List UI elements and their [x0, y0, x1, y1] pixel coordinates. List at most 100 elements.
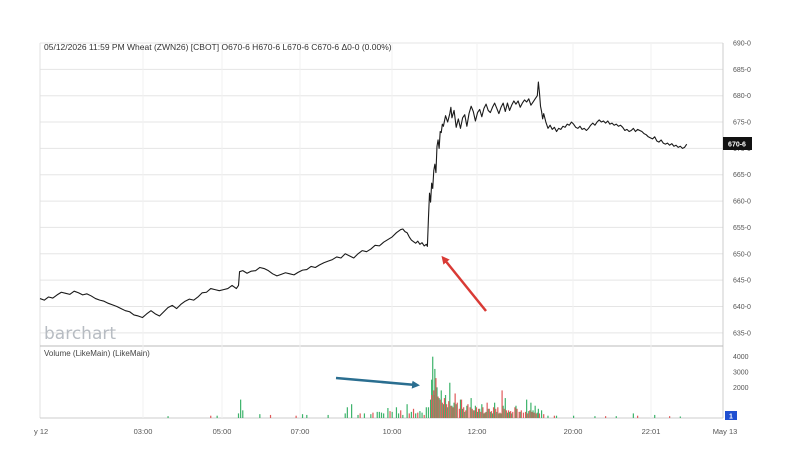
volume-bar-up — [406, 404, 408, 418]
volume-bar-up — [436, 387, 438, 418]
volume-bar-up — [438, 398, 440, 418]
volume-bar-up — [419, 411, 421, 418]
volume-bar-up — [432, 356, 434, 418]
volume-bar-up — [496, 411, 498, 418]
time-axis[interactable]: y 12 03:00 05:00 07:00 10:00 12:00 20:00 22:01 M… — [34, 427, 737, 436]
volume-bar-up — [506, 412, 509, 418]
volume-bar-up — [306, 414, 308, 418]
volume-bar-down — [452, 407, 454, 418]
price-tick-label: 650-0 — [733, 251, 751, 258]
price-tick-label: 690-0 — [733, 41, 751, 48]
volume-bar-up — [504, 398, 506, 418]
volume-bar-up — [615, 416, 617, 418]
volume-bar-up — [240, 399, 242, 418]
volume-bar-down — [475, 407, 478, 418]
volume-bar-up — [397, 413, 400, 418]
volume-bar-down — [495, 408, 497, 418]
price-tick-label: 640-0 — [733, 304, 751, 311]
volume-bar-down — [450, 405, 452, 418]
volume-bar-down — [518, 411, 520, 418]
volume-bar-up — [453, 402, 455, 418]
volume-bar-up — [540, 410, 543, 418]
volume-bar-up — [498, 413, 500, 418]
volume-bar-down — [520, 410, 522, 418]
volume-bar-up — [491, 413, 494, 418]
volume-bar-up — [444, 395, 447, 418]
volume-bar-down — [463, 407, 465, 418]
volume-axis[interactable]: 2000 3000 4000 — [733, 354, 749, 392]
volume-bar-down — [538, 413, 541, 418]
price-tick-label: 665-0 — [733, 172, 751, 179]
volume-pane-label: Volume (LikeMain) (LikeMain) — [44, 349, 150, 358]
volume-bars — [167, 356, 681, 418]
volume-bar-up — [679, 416, 681, 418]
volume-bar-up — [537, 408, 539, 418]
volume-bar-up — [632, 413, 634, 418]
volume-bar-up — [470, 398, 472, 418]
price-grid — [39, 42, 724, 419]
volume-bar-up — [654, 414, 656, 418]
volume-bar-down — [460, 399, 463, 418]
volume-bar-down — [490, 411, 493, 418]
volume-bar-down — [524, 411, 527, 418]
volume-bar-down — [269, 414, 272, 418]
volume-bar-up — [449, 382, 451, 418]
volume-bar-down — [605, 416, 607, 418]
volume-bar-up — [434, 368, 436, 418]
volume-bar-up — [216, 415, 218, 418]
volume-bar-up — [378, 411, 380, 418]
price-tick-label: 685-0 — [733, 67, 751, 74]
volume-bar-down — [417, 412, 419, 418]
volume-bar-down — [431, 395, 433, 418]
volume-badge-label: 1 — [729, 414, 733, 421]
volume-bar-down — [435, 378, 437, 418]
volume-bar-up — [357, 414, 359, 418]
volume-bar-up — [594, 416, 596, 418]
volume-bar-up — [532, 410, 534, 418]
volume-bar-down — [553, 415, 555, 418]
time-tick-label: 07:00 — [291, 427, 310, 436]
time-tick-label: 10:00 — [383, 427, 402, 436]
price-tick-label: 635-0 — [733, 330, 751, 337]
volume-bar-up — [476, 411, 479, 418]
volume-bar-down — [467, 404, 469, 418]
volume-bar-up — [502, 405, 504, 418]
volume-bar-up — [536, 412, 538, 418]
volume-bar-up — [464, 411, 466, 418]
volume-bar-up — [547, 415, 549, 418]
volume-tick-label: 4000 — [733, 354, 749, 361]
volume-bar-down — [210, 415, 212, 418]
volume-bar-up — [528, 411, 530, 418]
volume-bar-down — [423, 414, 425, 418]
volume-bar-down — [529, 410, 531, 418]
volume-bar-down — [448, 401, 450, 418]
price-series — [39, 81, 688, 319]
volume-bar-up — [466, 405, 468, 418]
volume-bar-down — [372, 412, 374, 418]
price-tick-label: 680-0 — [733, 93, 751, 100]
volume-bar-down — [433, 390, 435, 418]
volume-bar-up — [440, 390, 442, 418]
volume-bar-down — [456, 402, 458, 418]
volume-bar-down — [505, 410, 507, 418]
volume-bar-down — [637, 415, 639, 418]
volume-bar-up — [530, 402, 532, 418]
volume-bar-down — [486, 402, 488, 418]
volume-bar-down — [454, 393, 456, 418]
red-annotation-arrow — [441, 255, 487, 312]
volume-bar-down — [478, 408, 480, 418]
volume-tick-label: 3000 — [733, 370, 749, 377]
price-tick-label: 645-0 — [733, 278, 751, 285]
blue-annotation-arrow — [335, 376, 420, 389]
volume-bar-up — [376, 411, 378, 418]
volume-bar-down — [359, 413, 361, 418]
volume-bar-up — [472, 410, 474, 418]
volume-bar-up — [370, 414, 372, 418]
price-tick-label: 660-0 — [733, 199, 751, 206]
volume-bar-down — [510, 411, 512, 418]
volume-bar-up — [167, 416, 169, 418]
volume-bar-up — [387, 408, 389, 418]
volume-bar-up — [259, 414, 261, 418]
volume-bar-up — [526, 399, 528, 418]
price-axis[interactable]: 635-0640-0645-0650-0655-0660-0665-0670-0… — [733, 41, 751, 338]
